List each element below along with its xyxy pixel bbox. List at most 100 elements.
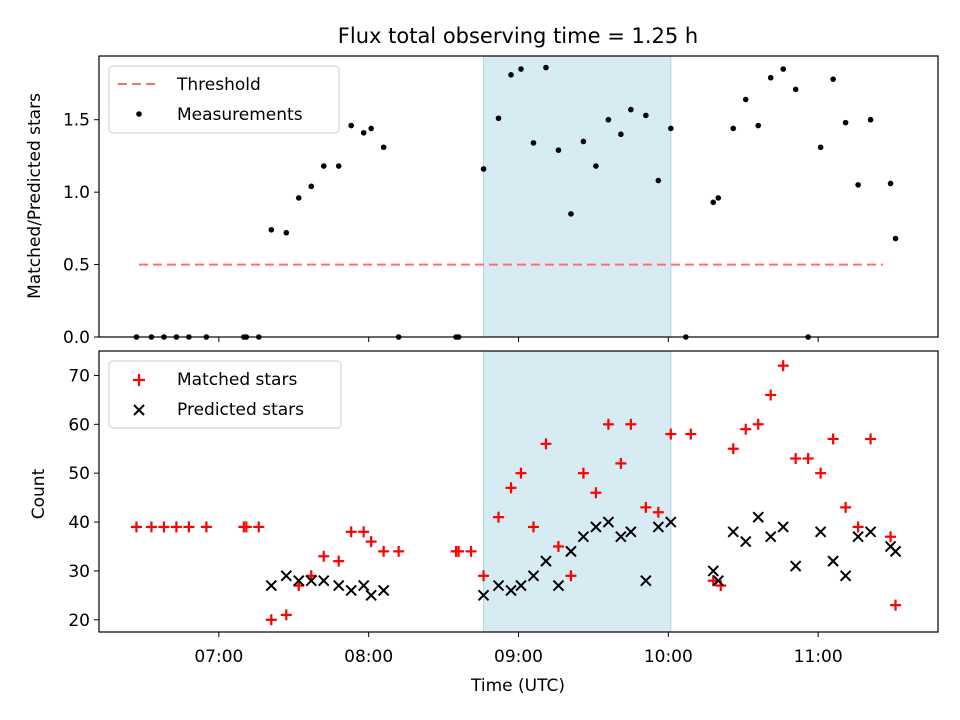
predicted-star-point [477,589,490,602]
predicted-star-point [305,574,317,587]
predicted-star-point [727,526,739,538]
matched-star-point [333,555,345,567]
matched-star-point [170,521,182,533]
measurement-point [668,125,674,132]
matched-star-point [200,521,212,533]
predicted-star-point [505,584,517,597]
measurement-point [830,76,836,82]
measurement-point [605,116,612,123]
bottom-y-axis-label: Count [29,468,49,519]
measurement-point [295,195,302,201]
predicted-star-point [640,574,652,587]
matched-star-point [240,521,252,533]
measurement-point [495,115,502,122]
y-tick-label: 0.0 [63,328,90,348]
bottom-highlight-span [483,350,672,633]
y-tick-label: 70 [68,366,90,386]
measurement-point [348,122,354,129]
predicted-star-point [602,516,615,528]
matched-star-point [590,487,602,499]
matched-star-point [765,389,777,401]
threshold-legend-label: Threshold [176,75,261,95]
predicted-star-point [590,521,602,533]
predicted-star-point [552,579,565,592]
measurement-point [655,177,662,184]
predicted-star-point [615,530,627,543]
predicted-star-point [827,555,839,567]
x-axis-label: Time (UTC) [470,676,565,696]
measurements-legend-label: Measurements [177,105,303,125]
bottom-y-ticks: 20 30 40 50 60 70 [68,366,99,631]
predicted-star-point [625,526,637,538]
measurement-point [568,211,574,217]
matched-star-point [365,536,377,548]
predicted-star-point [852,530,864,543]
chart-title: Flux total observing time = 1.25 h [338,24,698,48]
predicted-star-point [565,545,577,558]
matched-star-point [827,433,839,445]
matched-star-point [740,423,752,435]
matched-star-point [885,531,897,543]
measurement-point [618,131,624,138]
measurement-point [335,163,342,169]
predicted-star-point [707,565,719,577]
matched-star-point [852,521,864,533]
predicted-star-point [777,521,789,533]
x-tick-label: 07:00 [194,647,243,667]
matched-star-point [665,428,677,440]
measurement-point [780,66,786,72]
y-tick-label: 1.0 [63,183,90,203]
matched-star-point [790,453,802,465]
matched-star-point [752,418,764,430]
matched-star-point [577,467,589,479]
matched-star-point [540,438,552,450]
top-x-ticks [218,337,819,342]
matched-star-point [318,550,330,562]
predicted-star-point [789,560,802,572]
measurements-legend-swatch [136,111,142,117]
matched-legend-swatch [133,374,145,386]
measurement-point [518,66,524,72]
y-tick-label: 20 [68,611,90,631]
predicted-star-point [839,570,852,582]
y-tick-label: 30 [68,562,90,582]
x-tick-label: 11:00 [794,647,843,667]
predicted-star-point [527,570,540,582]
matched-star-point [453,545,465,557]
matched-star-point [865,433,877,445]
matched-legend-label: Matched stars [177,370,297,390]
predicted-star-point [492,579,505,592]
matched-star-point [652,506,664,518]
measurement-point [593,163,599,169]
measurement-point [555,147,562,153]
measurement-point [755,122,762,129]
bottom-x-ticks: 07:00 08:00 09:00 10:00 11:00 [194,632,843,667]
predicted-star-point [345,584,357,597]
predicted-star-point [752,511,764,523]
top-legend: Threshold Measurements [108,65,340,134]
predicted-star-point [764,530,777,543]
matched-star-point [393,545,405,557]
y-tick-label: 0.5 [63,256,90,276]
matched-star-point [358,526,370,538]
measurement-point [710,199,717,206]
predicted-star-point [280,570,292,582]
matched-star-point [527,521,539,533]
predicted-star-point [265,579,278,592]
predicted-star-point [740,535,752,548]
matched-star-point [265,614,277,626]
measurement-point [817,144,824,151]
matched-star-point [552,540,564,552]
matched-star-point [685,428,697,440]
measurement-point [842,119,849,126]
predicted-star-point [333,579,345,592]
matched-star-point [253,521,265,533]
measurement-point [543,64,549,71]
y-tick-label: 60 [68,415,90,435]
predicted-star-point [889,545,902,558]
measurement-point [530,140,537,146]
matched-star-point [505,482,517,494]
predicted-star-point [318,574,330,587]
measurement-point [283,229,290,236]
matched-star-point [727,443,739,455]
